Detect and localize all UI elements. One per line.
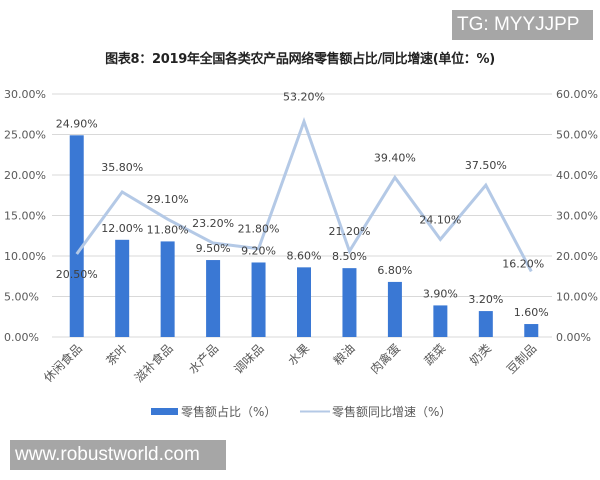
right-axis-tick: 20.00% xyxy=(556,250,598,263)
left-axis-tick: 0.00% xyxy=(4,331,39,344)
line-value-label: 23.20% xyxy=(192,217,234,230)
legend-bar-label: 零售额占比（%） xyxy=(181,404,276,419)
right-axis-tick: 10.00% xyxy=(556,291,598,304)
category-label: 粮油 xyxy=(330,341,358,369)
right-axis-tick: 30.00% xyxy=(556,210,598,223)
bar-value-label: 3.90% xyxy=(423,287,458,300)
line-value-label: 24.10% xyxy=(419,213,461,226)
right-axis-tick: 40.00% xyxy=(556,169,598,182)
bar-value-label: 24.90% xyxy=(56,117,98,130)
right-axis-tick: 60.00% xyxy=(556,88,598,101)
legend-line-label: 零售额同比增速（%） xyxy=(332,404,451,419)
category-label: 茶叶 xyxy=(103,341,131,369)
category-label: 休闲食品 xyxy=(40,341,85,386)
category-label: 奶类 xyxy=(467,341,494,368)
bar xyxy=(433,305,448,337)
legend: 零售额占比（%） 零售额同比增速（%） xyxy=(151,404,451,419)
right-y-axis: 0.00% 10.00% 20.00% 30.00% 40.00% 50.00% 60.00… xyxy=(556,88,598,344)
category-label: 调味品 xyxy=(231,341,266,376)
line-data-labels: 20.50% 35.80% 29.10%23.20% 21.80% 53.20% 21.2… xyxy=(56,91,544,281)
bar xyxy=(297,267,311,337)
chart-title: 图表8：2019年全国各类农产品网络零售额占比/同比增速(单位：%) xyxy=(105,52,495,67)
bar xyxy=(342,268,357,337)
x-axis-category-labels: 休闲食品 茶叶 滋补食品 水产品 调味品 水果 粮油 肉禽蛋 蔬菜 奶类 豆制品 xyxy=(40,341,539,386)
line-series-yoy-growth xyxy=(75,117,533,273)
left-y-axis: 0.00% 5.00% 10.00% 15.00% 20.00% 25.00% 30.00% xyxy=(4,88,46,344)
bar-value-label: 12.00% xyxy=(101,222,143,235)
category-label: 豆制品 xyxy=(504,341,539,376)
bar-value-label: 3.20% xyxy=(468,293,503,306)
bar-value-label: 11.80% xyxy=(147,223,189,236)
line-value-label: 16.20% xyxy=(502,257,544,270)
bar xyxy=(387,281,402,337)
line-value-label: 37.50% xyxy=(465,159,507,172)
line-value-label: 35.80% xyxy=(101,161,143,174)
bar-value-label: 6.80% xyxy=(377,264,412,277)
category-label: 水果 xyxy=(285,341,312,368)
left-axis-tick: 10.00% xyxy=(4,250,46,263)
bar-value-label: 8.60% xyxy=(287,249,322,262)
left-axis-tick: 20.00% xyxy=(4,169,46,182)
category-label: 滋补食品 xyxy=(131,341,176,386)
category-label: 肉禽蛋 xyxy=(367,341,403,377)
category-label: 蔬菜 xyxy=(422,341,449,368)
line-value-label: 20.50% xyxy=(56,268,98,281)
bar-value-label: 1.60% xyxy=(514,306,549,319)
left-axis-tick: 5.00% xyxy=(4,291,39,304)
left-axis-tick: 15.00% xyxy=(4,210,46,223)
bar xyxy=(524,324,539,337)
line-value-label: 53.20% xyxy=(283,91,325,104)
growth-line xyxy=(75,117,533,273)
bar xyxy=(115,239,130,337)
site-watermark-badge: www.robustworld.com xyxy=(10,440,226,470)
bar-value-label: 9.50% xyxy=(196,242,231,255)
tg-watermark-badge: TG: MYYJJPP xyxy=(452,10,593,40)
bar xyxy=(251,262,266,337)
right-axis-tick: 0.00% xyxy=(556,331,591,344)
line-value-label: 29.10% xyxy=(147,193,189,206)
right-axis-tick: 50.00% xyxy=(556,129,598,142)
line-value-label: 39.40% xyxy=(374,151,416,164)
category-label: 水产品 xyxy=(186,341,221,376)
line-value-label: 21.20% xyxy=(328,225,370,238)
bar xyxy=(206,260,221,337)
line-value-label: 21.80% xyxy=(238,223,280,236)
bar-value-label: 8.50% xyxy=(332,250,367,263)
bar xyxy=(69,135,84,337)
left-axis-tick: 30.00% xyxy=(4,88,46,101)
bar-data-labels: 24.90% 12.00% 11.80% 9.50% 9.20% 8.60% 8.50% 6.… xyxy=(56,117,549,319)
bar-value-label: 9.20% xyxy=(241,244,276,257)
legend-bar-swatch xyxy=(151,408,178,415)
gridlines xyxy=(52,93,552,338)
bar-series-retail-share xyxy=(69,135,539,337)
left-axis-tick: 25.00% xyxy=(4,129,46,142)
bar xyxy=(160,241,175,337)
bar xyxy=(478,311,493,337)
